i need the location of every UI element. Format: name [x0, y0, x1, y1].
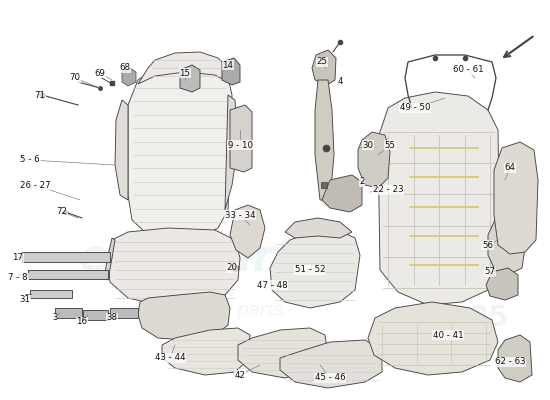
Polygon shape [230, 205, 265, 258]
Polygon shape [104, 238, 115, 280]
Polygon shape [230, 105, 252, 172]
Text: 2: 2 [359, 178, 365, 186]
Text: 26 - 27: 26 - 27 [20, 180, 50, 190]
Polygon shape [138, 52, 228, 84]
Text: 56: 56 [482, 240, 493, 250]
Polygon shape [285, 218, 352, 238]
Text: 43 - 44: 43 - 44 [155, 354, 185, 362]
Text: 7 - 8: 7 - 8 [8, 274, 28, 282]
Text: a passion for parts: a passion for parts [116, 301, 284, 319]
Text: 25: 25 [316, 58, 327, 66]
Text: 40 - 41: 40 - 41 [433, 330, 463, 340]
Polygon shape [486, 268, 518, 300]
Polygon shape [488, 215, 525, 275]
Polygon shape [22, 252, 110, 262]
Text: 30: 30 [362, 140, 373, 150]
Polygon shape [222, 58, 240, 85]
Polygon shape [128, 62, 232, 240]
Text: 69: 69 [95, 68, 106, 78]
Polygon shape [110, 308, 138, 318]
Text: 985: 985 [451, 304, 509, 332]
Text: 45 - 46: 45 - 46 [315, 374, 345, 382]
Text: 16: 16 [76, 318, 87, 326]
Polygon shape [162, 328, 250, 375]
Polygon shape [83, 310, 108, 320]
Text: 38: 38 [107, 314, 118, 322]
Text: 22 - 23: 22 - 23 [373, 186, 403, 194]
Polygon shape [30, 290, 72, 298]
Text: 4: 4 [337, 78, 343, 86]
Text: 68: 68 [119, 64, 130, 72]
Text: 70: 70 [69, 74, 80, 82]
Polygon shape [238, 328, 328, 378]
Polygon shape [368, 302, 498, 375]
Polygon shape [115, 100, 128, 200]
Text: 47 - 48: 47 - 48 [257, 280, 287, 290]
Text: 17: 17 [13, 254, 24, 262]
Text: 3: 3 [52, 314, 58, 322]
Text: 49 - 50: 49 - 50 [400, 104, 430, 112]
Text: 72: 72 [57, 208, 68, 216]
Polygon shape [270, 230, 360, 308]
Text: 55: 55 [384, 140, 395, 150]
Text: 33 - 34: 33 - 34 [225, 210, 255, 220]
Text: 62 - 63: 62 - 63 [494, 358, 525, 366]
Polygon shape [280, 340, 382, 388]
Polygon shape [358, 132, 390, 188]
Text: 5 - 6: 5 - 6 [20, 156, 40, 164]
Text: 9 - 10: 9 - 10 [228, 140, 252, 150]
Polygon shape [138, 292, 230, 340]
Text: 64: 64 [504, 164, 515, 172]
Polygon shape [108, 228, 240, 305]
Text: 51 - 52: 51 - 52 [295, 266, 325, 274]
Text: 60 - 61: 60 - 61 [453, 66, 483, 74]
Polygon shape [315, 80, 334, 200]
Polygon shape [322, 175, 362, 212]
Polygon shape [55, 308, 82, 318]
Polygon shape [180, 65, 200, 92]
Text: 20: 20 [227, 264, 238, 272]
Polygon shape [122, 68, 136, 86]
Polygon shape [498, 335, 532, 382]
Text: 71: 71 [35, 90, 46, 100]
Text: 15: 15 [179, 68, 190, 78]
Text: 57: 57 [485, 268, 496, 276]
Text: 31: 31 [19, 296, 30, 304]
Text: euroParts: euroParts [78, 236, 322, 280]
Polygon shape [494, 142, 538, 254]
Text: 14: 14 [223, 60, 234, 70]
Polygon shape [378, 92, 500, 305]
Polygon shape [225, 95, 238, 210]
Polygon shape [312, 50, 336, 85]
Polygon shape [28, 270, 108, 279]
Text: 42: 42 [234, 370, 245, 380]
